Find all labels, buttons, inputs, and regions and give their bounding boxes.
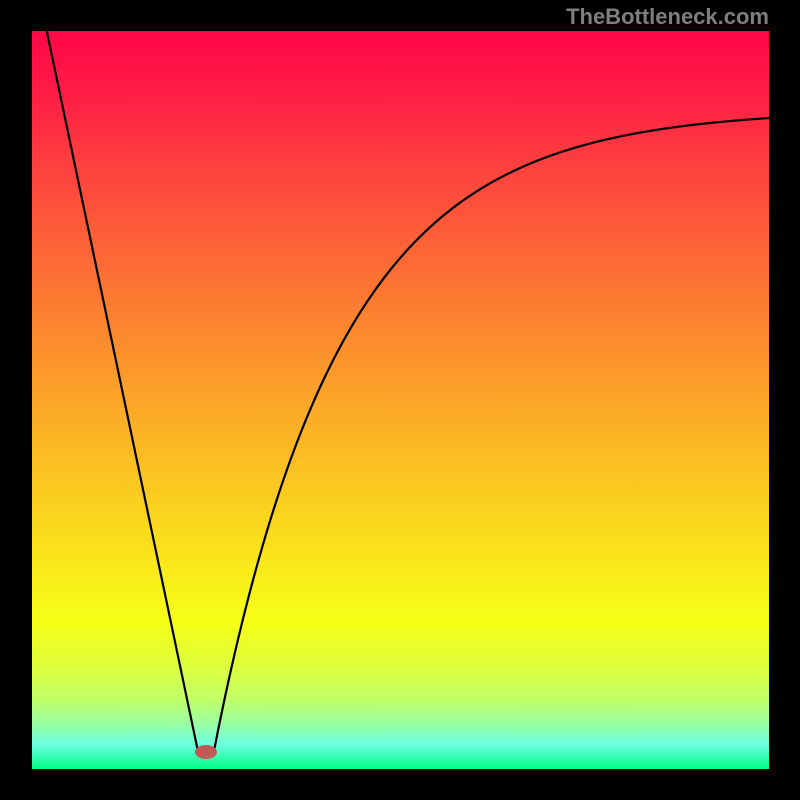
watermark-text: TheBottleneck.com xyxy=(566,4,769,30)
curve-layer xyxy=(32,31,769,769)
optimum-marker xyxy=(195,745,217,759)
figure-canvas: TheBottleneck.com xyxy=(0,0,800,800)
curve-left-branch xyxy=(47,31,198,751)
curve-right-branch xyxy=(214,118,769,750)
plot-area xyxy=(32,31,769,769)
